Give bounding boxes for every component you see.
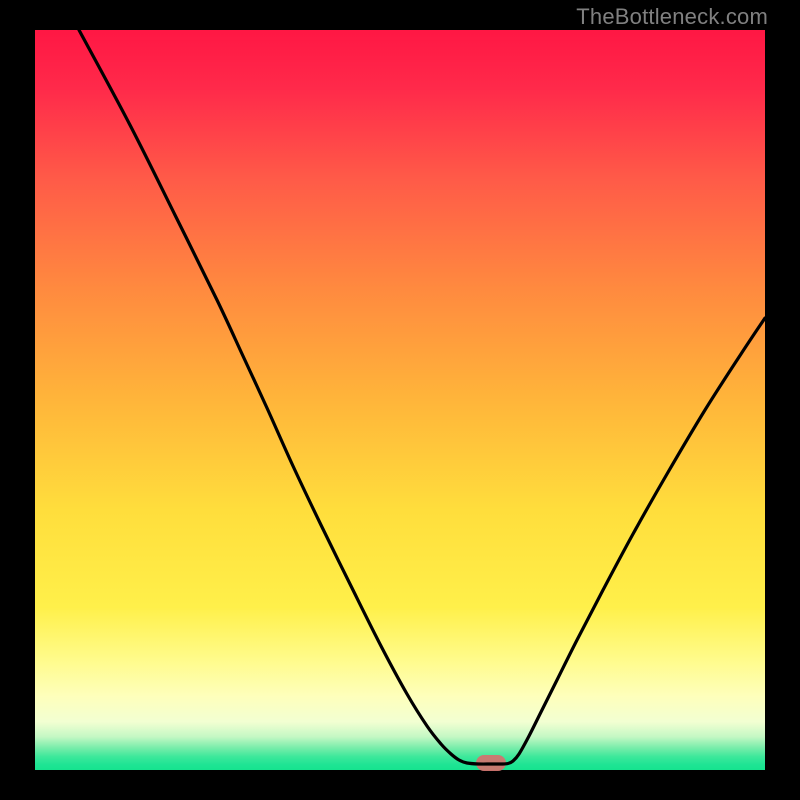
watermark-text: TheBottleneck.com bbox=[576, 4, 768, 30]
plot-area bbox=[35, 30, 765, 770]
chart-frame: TheBottleneck.com bbox=[0, 0, 800, 800]
bottleneck-curve bbox=[35, 30, 765, 770]
